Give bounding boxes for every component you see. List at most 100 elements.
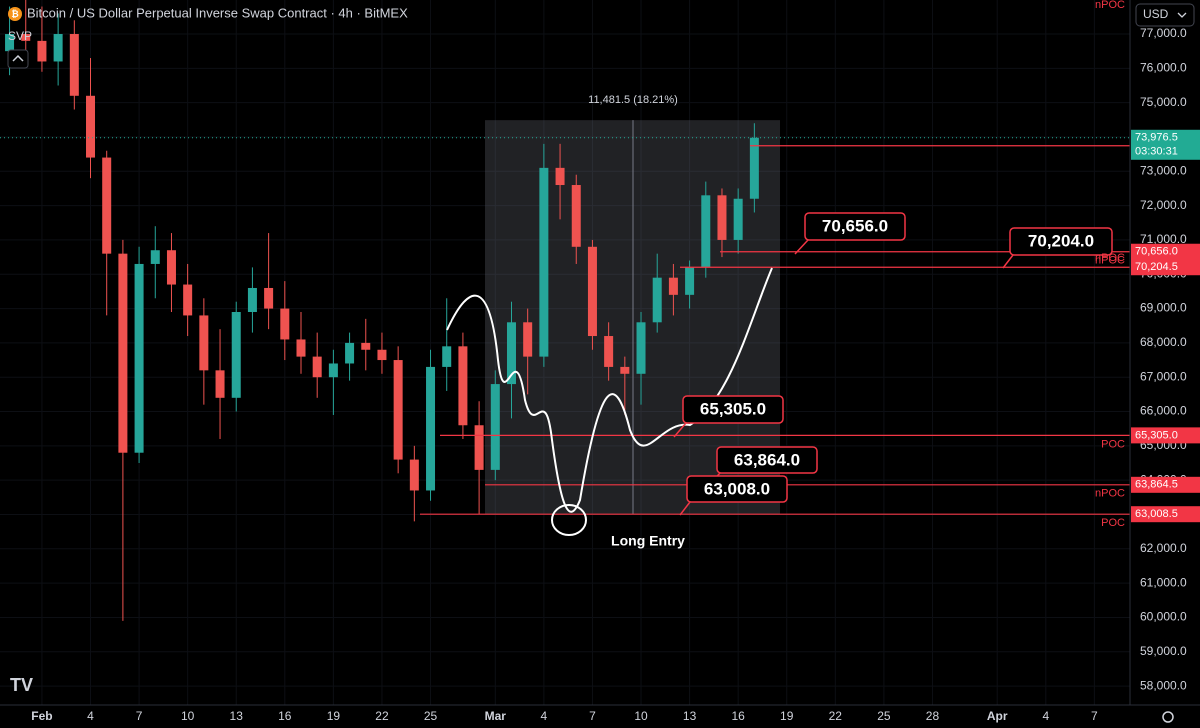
candle-body — [280, 308, 290, 340]
x-tick-label: 25 — [877, 709, 891, 723]
countdown: 03:30:31 — [1135, 146, 1178, 158]
callout-text: 63,008.0 — [704, 479, 770, 498]
x-tick-label: 25 — [424, 709, 438, 723]
candle-body — [685, 267, 695, 295]
collapse-button[interactable] — [7, 49, 29, 69]
price-tag-text: 70,656.0 — [1135, 246, 1178, 258]
candle-body — [134, 263, 144, 453]
candle-body — [636, 322, 646, 374]
candle-body — [215, 370, 225, 398]
candle-body — [506, 322, 516, 385]
logo: TV — [10, 675, 33, 695]
y-tick-label: 67,000.0 — [1140, 369, 1187, 383]
y-tick-label: 69,000.0 — [1140, 301, 1187, 315]
candle-body — [247, 287, 257, 313]
candle-body — [393, 360, 403, 460]
currency: USD — [1143, 7, 1169, 21]
x-tick-label: 13 — [230, 709, 244, 723]
level-tag: nPOC — [1095, 0, 1125, 11]
candle-body — [587, 246, 597, 337]
candle-body — [150, 250, 160, 264]
candle-body — [102, 157, 112, 254]
callout-pointer — [673, 422, 687, 438]
callout-text: 70,204.0 — [1028, 231, 1094, 250]
y-tick-label: 59,000.0 — [1140, 644, 1187, 658]
chevron — [1177, 12, 1187, 18]
candle-body — [539, 167, 549, 357]
candle-body — [264, 287, 274, 309]
x-tick-label: 4 — [87, 709, 94, 723]
indicator-name: SVP — [8, 29, 32, 43]
candle-body — [183, 284, 193, 316]
axes: 58,000.0 59,000.0 60,000.0 61,000.0 62,000.0… — [31, 0, 1200, 723]
level-tag: POC — [1101, 517, 1125, 529]
candle-body — [69, 34, 79, 96]
candle-body — [442, 346, 452, 367]
candle-body — [53, 34, 63, 62]
header-title: Bitcoin / US Dollar Perpetual Inverse Sw… — [27, 5, 408, 20]
price-tag — [1131, 427, 1200, 444]
settings-icon[interactable] — [1162, 711, 1174, 723]
callout-box — [716, 446, 818, 474]
candle-body — [652, 277, 662, 323]
candle-body — [668, 277, 678, 295]
callout-text: 65,305.0 — [700, 399, 766, 418]
candle-body — [458, 346, 468, 426]
candle-body — [21, 34, 31, 41]
candle-body — [555, 167, 565, 186]
x-tick-label: 7 — [589, 709, 596, 723]
candle-body — [199, 315, 209, 371]
level-tag: POC — [1101, 438, 1125, 450]
candle-body — [604, 336, 614, 367]
drawn-path — [446, 267, 773, 513]
candle-body — [328, 363, 338, 378]
x-tick-label: 4 — [541, 709, 548, 723]
level-tag: nPOC — [1095, 252, 1125, 264]
y-tick-label: 75,000.0 — [1140, 95, 1187, 109]
candle-body — [118, 253, 128, 453]
candle-body — [474, 425, 484, 470]
candle-body — [361, 342, 371, 350]
y-tick-label: 62,000.0 — [1140, 541, 1187, 555]
candle-body — [166, 250, 176, 285]
y-tick-label: 68,000.0 — [1140, 335, 1187, 349]
x-tick-label: 19 — [780, 709, 794, 723]
x-tick-label: 28 — [926, 709, 940, 723]
coin-symbol: ₿ — [11, 9, 18, 19]
price-tag-text: 70,204.5 — [1135, 261, 1178, 273]
candle-body — [37, 40, 47, 62]
level-tag: nPOC — [1095, 255, 1125, 267]
x-tick-label: 13 — [683, 709, 697, 723]
callout-box — [682, 395, 784, 424]
y-tick-label: 73,000.0 — [1140, 163, 1187, 177]
candle-body — [733, 198, 743, 240]
x-tick-label: 22 — [829, 709, 843, 723]
x-tick-label: 10 — [634, 709, 648, 723]
x-tick-label: Mar — [485, 709, 507, 723]
callout-text: 63,864.0 — [734, 450, 800, 469]
level-tag: nPOC — [1095, 488, 1125, 500]
x-tick-label: 10 — [181, 709, 195, 723]
candle-body — [409, 459, 419, 491]
callout-pointer — [679, 501, 691, 516]
price-tag — [1131, 506, 1200, 523]
callout-box — [686, 475, 788, 503]
x-tick-label: 7 — [1091, 709, 1098, 723]
price-tag — [1131, 129, 1200, 160]
y-tick-label: 71,000.0 — [1140, 232, 1187, 246]
measure-label: 11,481.5 (18.21%) — [588, 94, 678, 106]
callouts — [673, 212, 1113, 516]
x-tick-label: 4 — [1042, 709, 1049, 723]
y-tick-label: 60,000.0 — [1140, 610, 1187, 624]
candle-body — [426, 366, 436, 491]
candle-body — [620, 366, 630, 374]
y-tick-label: 77,000.0 — [1140, 26, 1187, 40]
x-tick-label: Apr — [987, 709, 1008, 723]
currency-button[interactable] — [1135, 3, 1195, 27]
x-tick-label: 16 — [278, 709, 292, 723]
price-tag-text: 73,976.5 — [1135, 132, 1178, 144]
y-tick-label: 66,000.0 — [1140, 404, 1187, 418]
candle-body — [296, 339, 306, 357]
x-tick-label: 19 — [327, 709, 341, 723]
